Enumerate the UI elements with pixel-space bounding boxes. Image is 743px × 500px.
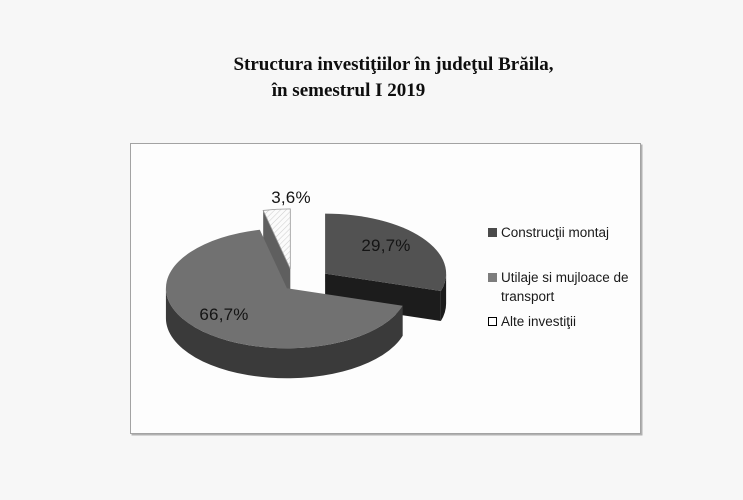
chart-plot-area: 29,7% 66,7% 3,6% Construcţii montaj Util… [130, 143, 641, 434]
pie-slice-label-utilaje: 66,7% [199, 305, 249, 324]
pie-slice-label-constructii-montaj: 29,7% [361, 236, 411, 255]
chart-title: Structura investiţiilor în judeţul Brăil… [0, 52, 743, 104]
chart-title-line2: în semestrul I 2019 [271, 80, 426, 101]
chart-title-line1: Structura investiţiilor în judeţul Brăil… [233, 54, 554, 75]
pie-slice-label-alte-investitii: 3,6% [271, 188, 311, 207]
pie-chart [165, 208, 447, 379]
